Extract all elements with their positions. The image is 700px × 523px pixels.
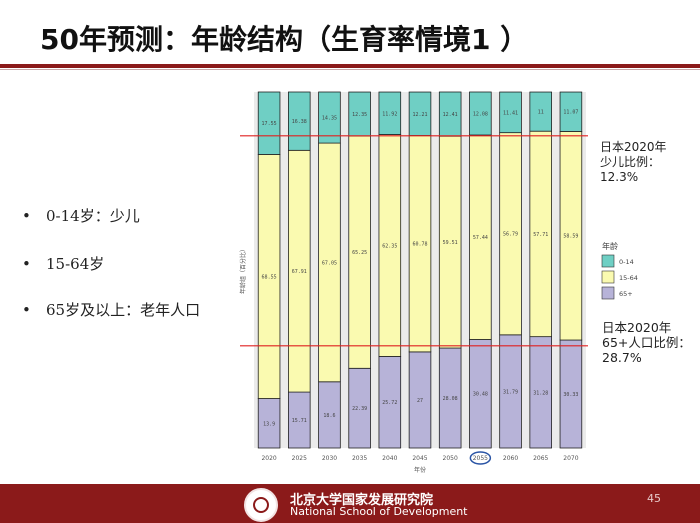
data-label: 31.79 [503,389,518,395]
x-tick-label: 2025 [292,455,307,462]
highlight-circle [469,451,492,465]
bar-segment [559,91,583,132]
data-label: 27 [417,398,423,404]
data-label: 18.6 [323,413,335,419]
bar-segment [529,91,552,132]
data-label: 12.08 [473,112,488,118]
data-label: 16.38 [292,119,307,125]
bar-segment [469,91,492,136]
legend-label: 15-64 [619,274,638,282]
legend-swatch [601,286,615,300]
data-label: 60.78 [412,242,427,248]
chart-legend: 年龄0-14 15-64 65+ [601,241,638,300]
x-tick-label: 2030 [322,455,337,462]
x-tick-label: 2035 [352,455,367,462]
data-label: 30.48 [473,392,488,398]
page-number: 45 [647,492,661,505]
note-line: 日本2020年 [600,140,667,154]
data-label: 11.92 [382,111,397,117]
legend-swatch [601,254,615,268]
y-axis-label: 年龄组（百分比） [239,246,247,294]
note-line: 少儿比例： [600,155,661,169]
data-label: 12.21 [412,112,427,118]
x-tick-label: 2040 [382,455,397,462]
data-label: 30.33 [563,392,578,398]
japan-child-note: 日本2020年 少儿比例： 12.3% [600,140,667,185]
bullet-text: 15-64岁 [46,255,105,273]
bullet-item: • 0-14岁：少儿 [22,207,140,225]
data-label: 67.91 [292,269,307,275]
chart-panel: 13.9 68.55 17.55 2020 15.71 67.91 16.38 2025 18.… [238,78,598,478]
data-label: 57.44 [473,235,488,241]
note-line: 日本2020年 [602,320,672,335]
note-line: 65+人口比例： [602,335,691,350]
footer-institution-cn: 北京大学国家发展研究院 [290,493,434,508]
bar-segment [318,91,341,144]
data-label: 11.07 [563,110,578,116]
data-label: 65.25 [352,250,367,256]
japan-elderly-note: 日本2020年 65+人口比例： 28.7% [602,320,691,365]
x-tick-label: 2065 [533,455,548,462]
legend-swatch [601,270,615,284]
data-label: 62.35 [382,243,397,249]
data-label: 31.28 [533,390,548,396]
legend-label: 0-14 [619,258,634,266]
data-label: 12.35 [352,112,367,118]
footer-bar [0,484,700,523]
bullet-text: 65岁及以上：老年人口 [46,301,201,319]
data-label: 13.9 [263,421,275,427]
legend-title: 年龄 [602,241,618,251]
slide-title: 50年预测：年龄结构（生育率情境1 ） [40,23,529,56]
title-rule-thin [0,69,700,70]
bar-segment [257,91,281,155]
data-label: 28.08 [443,396,458,402]
note-line: 12.3% [600,170,639,184]
legend-label: 65+ [619,290,633,298]
stacked-bar-chart: 13.9 68.55 17.55 2020 15.71 67.91 16.38 2025 18.… [239,91,598,474]
x-tick-label: 2050 [443,455,458,462]
university-logo-icon [244,488,278,522]
bar-segment [499,91,522,134]
x-tick-label: 2020 [261,455,276,462]
title-rule [0,64,700,68]
x-tick-label: 2045 [412,455,427,462]
x-tick-label: 2070 [563,455,578,462]
data-label: 67.05 [322,260,337,266]
data-label: 15.71 [292,418,307,424]
note-line: 28.7% [602,350,642,365]
data-label: 14.35 [322,116,337,122]
bar-segment [378,91,402,135]
data-label: 11.41 [503,110,518,116]
data-label: 25.72 [382,400,397,406]
data-label: 11 [538,110,544,116]
bullet-text: 0-14岁：少儿 [46,207,140,225]
data-label: 57.71 [533,232,548,238]
x-axis-label: 年份 [414,466,426,474]
footer-institution-en: National School of Development [290,505,468,518]
data-label: 17.55 [262,121,277,127]
x-tick-label: 2055 [473,455,488,462]
data-label: 58.59 [563,234,578,240]
bullet-item: • 65岁及以上：老年人口 [22,301,201,319]
data-label: 22.39 [352,406,367,412]
data-label: 56.79 [503,232,518,238]
x-tick-label: 2060 [503,455,518,462]
data-label: 68.55 [262,274,277,280]
data-label: 59.51 [443,240,458,246]
data-label: 12.41 [443,112,458,118]
bullet-item: • 15-64岁 [22,255,105,273]
